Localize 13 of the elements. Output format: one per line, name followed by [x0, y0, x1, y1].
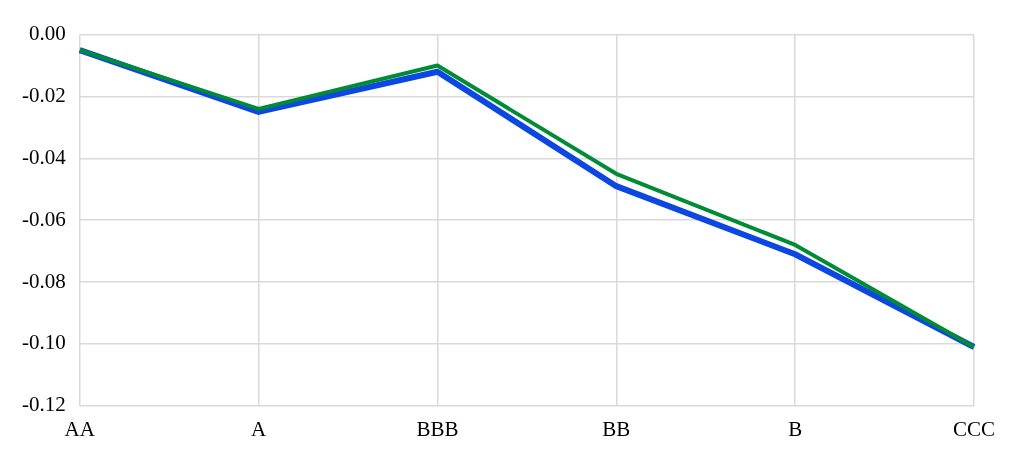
x-tick-label: BB	[602, 416, 631, 441]
x-tick-label: BBB	[416, 416, 459, 441]
y-tick-label: -0.02	[21, 82, 66, 107]
x-tick-label: A	[251, 416, 268, 441]
x-tick-label: AA	[64, 416, 96, 441]
x-tick-label: CCC	[952, 416, 996, 441]
y-tick-label: -0.04	[21, 144, 67, 169]
y-tick-label: -0.12	[21, 392, 66, 417]
x-tick-label: B	[788, 416, 803, 441]
y-tick-label: -0.06	[21, 206, 66, 231]
y-tick-label: -0.10	[21, 330, 66, 355]
y-tick-label: 0.00	[28, 21, 66, 46]
y-tick-label: -0.08	[21, 268, 66, 293]
